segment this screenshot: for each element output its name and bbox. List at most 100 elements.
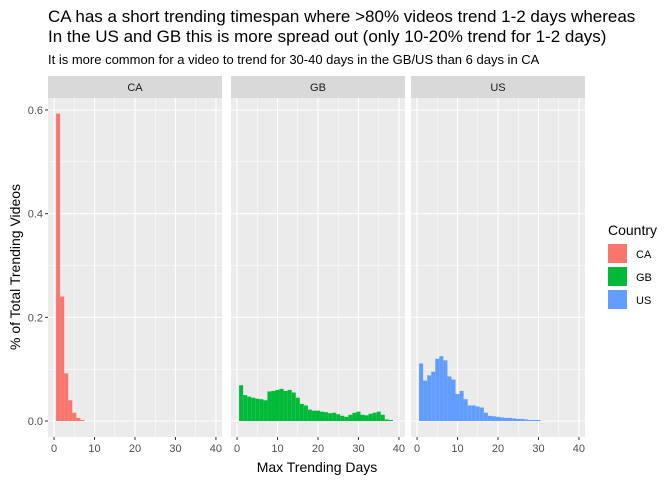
bar-gb [368,413,373,421]
bar-us [479,407,484,421]
bar-us [455,394,460,421]
y-tick-label: 0.2 [28,312,43,324]
bar-gb [348,414,353,421]
bar-us [439,356,444,421]
bar-gb [315,410,321,421]
x-tick-label: 30 [352,443,364,455]
x-tick-label: 30 [532,443,544,455]
x-axis-title: Max Trending Days [257,459,378,475]
x-tick-label: 10 [451,443,463,455]
bar-gb [239,385,244,421]
bar-us [495,416,501,421]
y-tick-label: 0.0 [28,416,43,428]
bar-gb [271,390,276,421]
bar-us [427,375,432,421]
chart-title: CA has a short trending timespan where >… [48,7,635,26]
legend-label: GB [636,272,652,284]
facet-strip [231,76,405,98]
legend-key-gb [608,267,627,286]
bar-us [483,412,488,421]
facet-panel-gb: GB 0 10 20 30 40 [231,76,405,455]
legend-key-us [608,290,627,309]
bar-gb [340,415,345,421]
facet-strip-label: GB [310,82,326,94]
bar-gb [291,392,296,421]
x-tick-label: 0 [414,443,420,455]
x-tick-label: 0 [234,443,240,455]
y-axis-title: % of Total Trending Videos [7,184,23,350]
bar-us [508,417,513,421]
chart-title-line2: In the US and GB this is more spread out… [48,27,606,46]
bar-us [423,380,428,421]
bar-gb [279,388,284,421]
bar-gb [247,396,252,421]
bar-us [475,406,480,421]
bar-us [467,405,472,421]
bar-gb [336,414,341,421]
bar-ca [80,419,85,421]
bar-us [435,358,440,421]
bar-us [504,417,509,421]
x-tick-label: 10 [271,443,283,455]
x-tick-label: 20 [492,443,504,455]
facet-strip [48,76,222,98]
chart-subtitle: It is more common for a video to trend f… [48,52,540,67]
bar-us [487,415,492,421]
bar-us [528,419,533,421]
bar-us [459,390,464,421]
x-tick-label: 20 [312,443,324,455]
bar-us [532,419,537,421]
facet-strip [411,76,585,98]
bar-gb [259,399,264,421]
facet-panels: CA 0 10 20 30 40 GB 0 10 20 30 40 US 0 10 20 30 40 0.0 0.2 0… [28,76,585,455]
bar-gb [384,419,389,421]
bar-us [463,399,468,421]
bar-us [451,379,456,421]
x-tick-label: 10 [88,443,100,455]
x-tick-label: 20 [129,443,141,455]
bar-gb [360,414,365,421]
bar-gb [311,410,316,421]
bar-us [536,419,541,421]
bar-gb [352,412,357,421]
x-tick-label: 40 [210,443,222,455]
bar-gb [299,403,304,421]
bar-gb [303,405,308,421]
bar-us [520,418,525,421]
bar-us [516,418,521,421]
bar-us [524,419,529,421]
bar-ca [64,373,69,421]
bar-us [447,376,452,421]
facet-strip-label: US [490,82,505,94]
bar-ca [72,412,77,421]
bar-ca [60,296,65,421]
bar-gb [283,390,288,421]
bar-gb [344,416,349,421]
bar-gb [295,397,300,421]
bar-ca [56,113,61,422]
bar-gb [356,411,361,421]
bar-gb [275,389,280,421]
bar-gb [243,395,248,421]
bar-us [500,417,505,421]
bar-gb [251,397,256,421]
x-tick-label: 40 [573,443,585,455]
bar-ca [68,400,73,421]
facet-panel-us: US 0 10 20 30 40 [411,76,585,455]
bar-gb [372,412,377,421]
legend-label: CA [636,249,652,261]
bar-gb [328,413,333,421]
y-tick-label: 0.4 [28,209,43,221]
bar-gb [364,415,369,421]
bar-us [431,371,436,421]
bar-gb [287,389,292,421]
bar-us [419,363,424,421]
x-tick-label: 0 [51,443,57,455]
bar-ca [76,417,81,421]
legend: Country CA GB US [608,222,657,309]
legend-key-ca [608,244,627,263]
bar-us [471,405,476,421]
facet-panel-ca: CA 0 10 20 30 40 [48,76,222,455]
bar-gb [307,409,312,421]
